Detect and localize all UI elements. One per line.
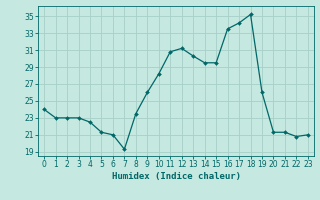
X-axis label: Humidex (Indice chaleur): Humidex (Indice chaleur) xyxy=(111,172,241,181)
